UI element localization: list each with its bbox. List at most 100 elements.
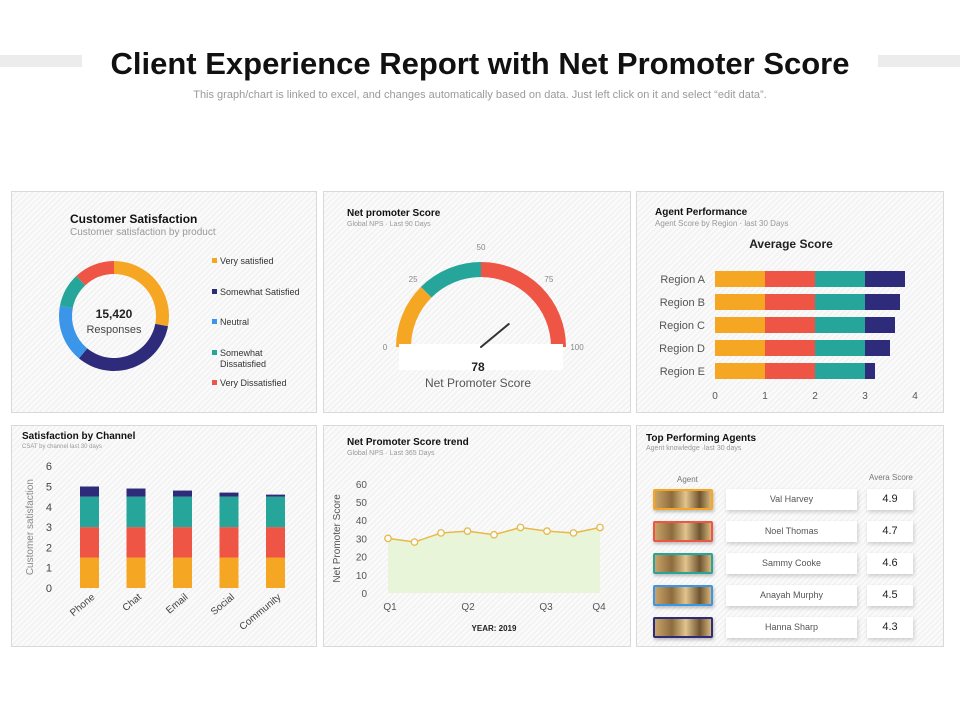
agent-score: 4.3: [867, 617, 913, 638]
channel-bar-segment: [266, 494, 285, 497]
page-title: Client Experience Report with Net Promot…: [110, 46, 850, 81]
channel-bar-segment: [173, 527, 192, 558]
gauge-tick-0: 0: [383, 343, 388, 352]
agent-name: Hanna Sharp: [726, 617, 857, 638]
donut-slice-very-satisfied: [114, 261, 170, 327]
channel-y-tick: 4: [46, 502, 52, 514]
gauge-tick-25: 25: [409, 275, 418, 284]
agent-bar-segment: [865, 363, 875, 379]
agent-x-tick: 1: [762, 391, 768, 402]
agent-row: Hanna Sharp 4.3: [653, 617, 923, 641]
trend-y-axis-label: Net Promoter Score: [332, 494, 343, 583]
trend-panel: Net Promoter Score trend Global NPS · La…: [323, 425, 631, 647]
trend-subtitle: Global NPS · Last 365 Days: [347, 450, 435, 457]
channel-bar-segment: [266, 557, 285, 588]
gauge-needle: [480, 323, 510, 348]
agent-bar-segment: [765, 317, 815, 333]
trend-title: Net Promoter Score trend: [347, 437, 469, 448]
donut-slice-neutral: [59, 305, 88, 359]
agent-name: Val Harvey: [726, 489, 857, 510]
legend-swatch: [212, 380, 217, 385]
channel-x-label: Social: [209, 592, 237, 618]
trend-year-label: YEAR: 2019: [471, 624, 517, 633]
agent-bar-segment: [865, 317, 895, 333]
region-label: Region A: [660, 274, 705, 286]
agent-row: Sammy Cooke 4.6: [653, 553, 923, 577]
agent-column-header: Agent: [677, 475, 698, 484]
trend-point: [543, 527, 551, 535]
nps-panel: Net promoter Score Global NPS · Last 90 …: [323, 191, 631, 413]
agent-photo: [653, 617, 713, 638]
agent-bar-segment: [715, 363, 765, 379]
trend-y-tick: 40: [356, 516, 368, 527]
agent-bar-segment: [715, 317, 765, 333]
title-stripe-left: [0, 55, 82, 67]
agent-x-tick: 0: [712, 391, 718, 402]
trend-x-tick: Q2: [461, 602, 475, 613]
agent-name: Sammy Cooke: [726, 553, 857, 574]
agent-photo: [653, 553, 713, 574]
channel-title: Satisfaction by Channel: [22, 431, 136, 442]
top-agents-subtitle: Agent knowledge ·last 30 days: [646, 445, 742, 452]
trend-point: [437, 529, 445, 537]
score-column-header: Avera Score: [869, 473, 913, 482]
agent-score: 4.9: [867, 489, 913, 510]
donut-slice-somewhat-dissatisfied: [59, 275, 86, 309]
channel-bar-segment: [80, 496, 99, 528]
trend-point: [516, 523, 525, 532]
agent-bar-segment: [715, 294, 765, 310]
agent-performance-chart: Region A Region B Region C Region D Region E…: [659, 271, 918, 402]
agent-bar-segment: [765, 363, 815, 379]
customer-satisfaction-title: Customer Satisfaction: [70, 212, 198, 226]
legend-item-somewhat-satisfied: Somewhat Satisfied: [212, 287, 310, 298]
channel-bar-segment: [126, 488, 146, 497]
trend-y-tick: 60: [356, 480, 368, 491]
legend-label: Somewhat Dissatisfied: [220, 348, 267, 369]
agent-bar-segment: [815, 340, 865, 356]
gauge-band-2: [481, 262, 566, 347]
trend-x-tick: Q4: [592, 602, 606, 613]
channel-bar-segment: [173, 490, 192, 497]
agent-bar-segment: [765, 340, 815, 356]
legend-item-somewhat-dissatisfied: Somewhat Dissatisfied: [212, 348, 310, 370]
channel-y-tick: 2: [46, 542, 52, 554]
channel-bar-segment: [219, 557, 239, 588]
trend-point: [410, 538, 419, 546]
top-agents-title: Top Performing Agents: [646, 433, 756, 444]
channel-bar-segment: [126, 527, 146, 558]
channel-bar-segment: [266, 527, 285, 558]
trend-y-tick: 30: [356, 534, 368, 545]
channel-bar-segment: [219, 527, 239, 558]
gauge-base: [399, 344, 563, 370]
trend-y-tick: 0: [361, 589, 367, 600]
legend-swatch: [212, 350, 217, 355]
donut-center-value: 15,420: [95, 307, 133, 321]
customer-satisfaction-subtitle: Customer satisfaction by product: [70, 227, 216, 238]
legend-label: Very Dissatisfied: [220, 378, 287, 388]
nps-gauge-chart: 0 25 50 75 100: [383, 243, 584, 370]
title-bar: [0, 48, 960, 86]
donut-slice-very-dissatisfied: [76, 261, 114, 286]
trend-y-tick: 50: [356, 498, 368, 509]
agent-photo: [653, 585, 713, 606]
channel-x-label: Chat: [121, 592, 144, 614]
agent-photo: [653, 521, 713, 542]
agent-performance-subtitle: Agent Score by Region · last 30 Days: [655, 219, 789, 228]
trend-area: [388, 527, 600, 593]
nps-value: 78: [471, 360, 485, 374]
agent-performance-panel: Agent Performance Agent Score by Region …: [636, 191, 944, 413]
legend-swatch: [212, 258, 217, 263]
agent-bar-segment: [815, 317, 865, 333]
agent-x-tick: 2: [812, 391, 818, 402]
channel-y-tick: 1: [46, 563, 52, 575]
channel-bar-segment: [80, 527, 99, 558]
channel-bar-segment: [126, 496, 146, 528]
trend-point: [569, 529, 578, 537]
agent-bar-segment: [865, 271, 905, 287]
channel-x-label: Phone: [68, 592, 98, 619]
channel-bar-segment: [173, 496, 192, 528]
channel-bar-segment: [80, 557, 99, 588]
page-subtitle: This graph/chart is linked to excel, and…: [193, 89, 767, 101]
trend-chart: 0 10 20 30 40 50 60 Net Promoter Score Q1 Q2 Q3 Q4: [332, 480, 606, 613]
agent-name: Anayah Murphy: [726, 585, 857, 606]
